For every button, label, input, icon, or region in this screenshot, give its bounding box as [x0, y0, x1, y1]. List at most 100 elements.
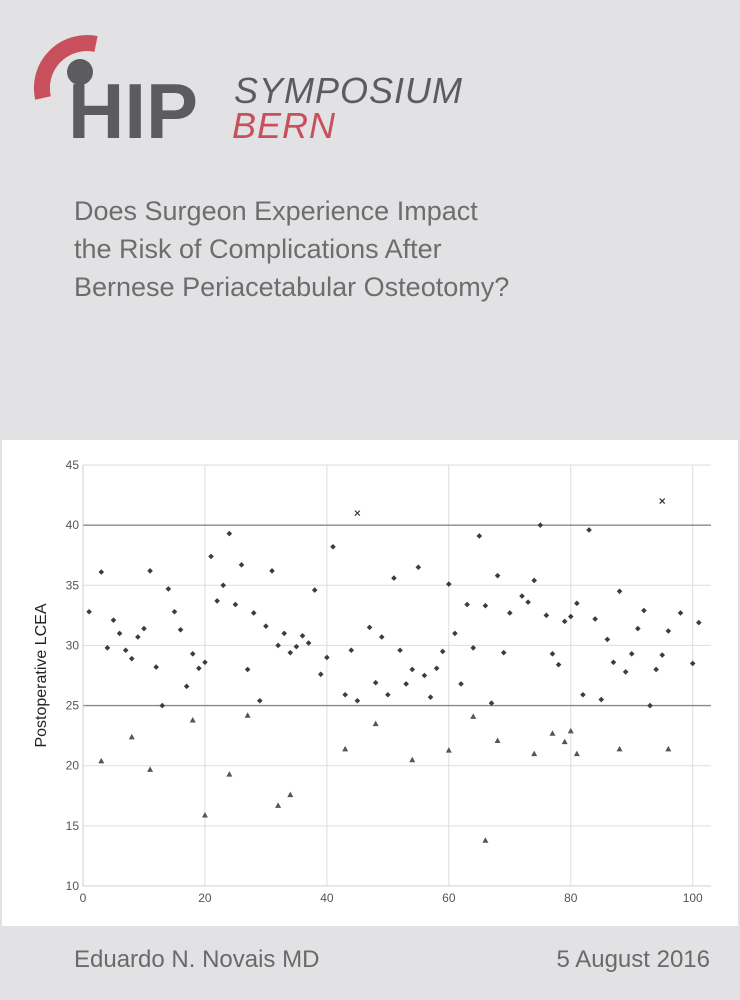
data-point-triangle: [665, 745, 672, 752]
data-point-diamond: [348, 647, 355, 654]
data-point-triangle: [494, 737, 501, 743]
data-point-x: [659, 498, 666, 505]
data-point-diamond: [196, 665, 202, 672]
data-point-diamond: [226, 530, 233, 537]
y-tick-label: 45: [66, 458, 80, 472]
data-point-diamond: [409, 666, 416, 673]
data-point-diamond: [299, 633, 306, 639]
data-point-diamond: [610, 659, 617, 666]
data-point-diamond: [464, 601, 470, 608]
y-tick-label: 35: [66, 578, 80, 592]
data-point-triangle: [561, 738, 568, 745]
presentation-date: 5 August 2016: [556, 946, 710, 973]
data-point-diamond: [677, 610, 684, 616]
data-point-diamond: [122, 647, 129, 654]
logo-line2: BERN: [232, 105, 336, 146]
data-point-diamond: [269, 568, 275, 574]
data-point-diamond: [165, 586, 172, 592]
data-point-diamond: [189, 651, 196, 657]
data-point-diamond: [598, 696, 605, 703]
data-point-diamond: [519, 593, 525, 599]
data-point-diamond: [238, 562, 245, 568]
data-point-diamond: [641, 607, 647, 614]
data-point-diamond: [232, 601, 239, 608]
title-line: the Risk of Complications After: [74, 234, 442, 264]
data-point-triangle: [445, 747, 452, 753]
data-point-diamond: [604, 636, 611, 643]
data-point-diamond: [86, 608, 92, 615]
logo-word: HIP: [68, 67, 198, 148]
data-point-diamond: [482, 602, 489, 609]
x-tick-label: 40: [320, 891, 334, 905]
data-point-triangle: [287, 791, 294, 798]
data-point-diamond: [653, 666, 659, 673]
data-point-diamond: [128, 655, 135, 662]
data-point-diamond: [531, 577, 537, 584]
data-point-diamond: [98, 569, 105, 575]
data-point-diamond: [689, 660, 696, 667]
hip-symposium-bern-logo: HIP SYMPOSIUM BERN: [33, 35, 463, 148]
data-point-diamond: [586, 527, 592, 533]
data-point-diamond: [104, 645, 111, 651]
data-point-diamond: [324, 654, 330, 661]
data-point-diamond: [427, 694, 434, 700]
scatter-chart: 10 15 20 25 30 35 40 45 0 20 40 60 80 100 Postoperativ…: [33, 458, 711, 905]
data-point-diamond: [433, 665, 440, 672]
x-tick-label: 80: [564, 891, 578, 905]
author-name: Eduardo N. Novais MD: [74, 946, 320, 973]
data-point-diamond: [665, 628, 672, 634]
data-point-diamond: [275, 642, 281, 649]
data-point-diamond: [159, 702, 166, 709]
data-point-triangle: [342, 745, 349, 752]
data-point-diamond: [214, 598, 220, 604]
data-point-triangle: [573, 750, 580, 757]
data-point-diamond: [293, 643, 300, 650]
data-point-diamond: [208, 553, 214, 560]
data-point-diamond: [342, 691, 348, 698]
y-tick-label: 30: [66, 638, 80, 652]
data-point-diamond: [543, 612, 550, 619]
data-point-diamond: [183, 683, 190, 690]
data-point-diamond: [537, 522, 544, 528]
data-point-triangle: [98, 757, 105, 764]
data-point-diamond: [458, 681, 464, 687]
data-point-diamond: [567, 613, 574, 620]
data-point-triangle: [531, 750, 538, 757]
data-point-diamond: [696, 619, 702, 626]
data-point-triangle: [226, 771, 233, 777]
y-tick-label: 20: [66, 759, 80, 773]
data-point-diamond: [250, 610, 257, 616]
data-point-diamond: [494, 572, 501, 579]
x-tick-label: 20: [198, 891, 212, 905]
data-point-diamond: [202, 659, 208, 666]
data-point-diamond: [659, 652, 666, 658]
data-point-triangle: [244, 712, 251, 718]
data-point-triangle: [372, 720, 379, 727]
data-point-triangle: [201, 812, 208, 818]
data-point-diamond: [452, 630, 458, 637]
data-point-diamond: [147, 568, 153, 574]
data-point-diamond: [141, 625, 147, 632]
data-point-diamond: [488, 700, 495, 706]
data-point-diamond: [574, 600, 580, 607]
data-point-diamond: [397, 647, 403, 654]
data-point-triangle: [128, 733, 135, 740]
data-point-diamond: [330, 543, 336, 550]
data-point-diamond: [354, 697, 361, 704]
data-point-diamond: [506, 610, 513, 616]
chart-panel: 10 15 20 25 30 35 40 45 0 20 40 60 80 100 Postoperativ…: [2, 440, 738, 926]
title-line: Bernese Periacetabular Osteotomy?: [74, 272, 510, 302]
data-point-diamond: [525, 599, 531, 605]
data-point-diamond: [476, 533, 483, 539]
data-point-diamond: [647, 702, 653, 709]
data-point-triangle: [549, 730, 556, 736]
data-point-diamond: [110, 617, 117, 623]
logo-line1: SYMPOSIUM: [234, 70, 463, 111]
data-point-diamond: [311, 587, 318, 593]
x-tick-label: 100: [683, 891, 703, 905]
data-point-triangle: [275, 802, 282, 808]
data-point-diamond: [372, 679, 379, 686]
data-point-diamond: [378, 634, 385, 640]
data-point-x: [354, 510, 361, 517]
data-point-diamond: [287, 649, 294, 656]
